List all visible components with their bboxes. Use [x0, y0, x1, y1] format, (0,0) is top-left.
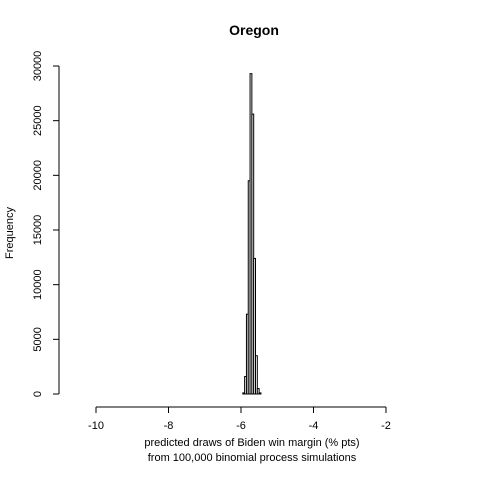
histogram-bar [258, 392, 262, 395]
y-tick-label: 10000 [32, 269, 44, 300]
x-axis-label-line2: from 100,000 binomial process simulation… [148, 452, 357, 464]
histogram-bar [256, 388, 260, 395]
x-tick-label: -8 [164, 420, 174, 432]
y-tick-label: 25000 [32, 105, 44, 136]
y-tick-label: 5000 [32, 327, 44, 351]
histogram-bars [242, 73, 262, 395]
histogram-bar [251, 113, 255, 395]
x-tick-label: -6 [236, 420, 246, 432]
y-tick-label: 15000 [32, 215, 44, 246]
x-tick-label: -4 [309, 420, 319, 432]
x-tick-label: -2 [381, 420, 391, 432]
y-tick-label: 20000 [32, 160, 44, 191]
y-tick-label: 30000 [32, 51, 44, 82]
x-axis: -10 -8 -6 -4 -2 [88, 406, 391, 432]
histogram-bar [253, 257, 257, 395]
x-axis-label-line1: predicted draws of Biden win margin (% p… [144, 437, 359, 449]
histogram-bar [255, 355, 258, 395]
y-tick-label: 0 [32, 391, 44, 397]
x-tick-label: -10 [88, 420, 104, 432]
chart-title: Oregon [229, 22, 279, 38]
y-axis-label: Frequency [4, 207, 16, 259]
y-axis: 0 5000 10000 15000 20000 25000 30000 [32, 51, 60, 397]
